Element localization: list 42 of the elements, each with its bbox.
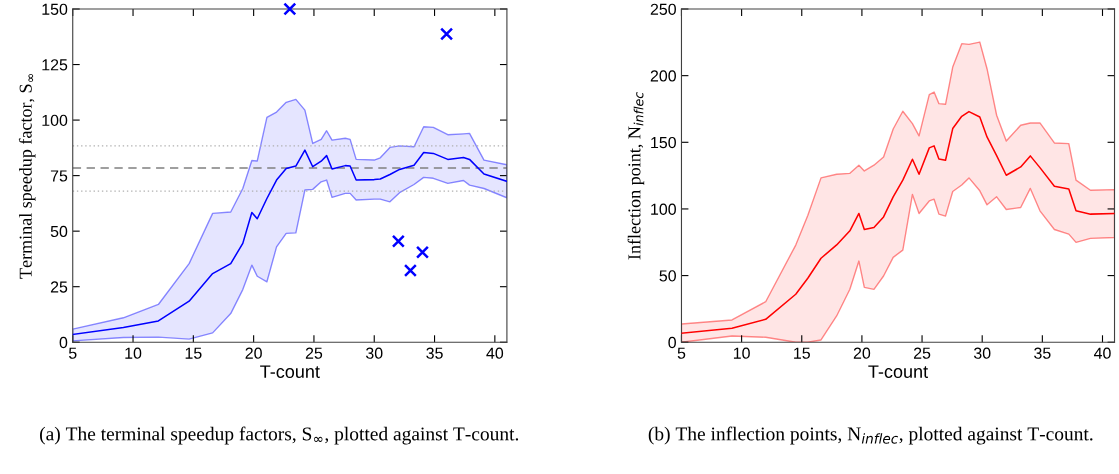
point bbox=[403, 263, 418, 278]
text: (b) The inflection points, N$_{inflec}$, plotted against T-count. bbox=[648, 426, 1093, 445]
x-axis-title: T-count bbox=[868, 365, 928, 379]
point bbox=[439, 27, 454, 41]
x-tick-label: 35 bbox=[1034, 347, 1051, 359]
x-tick-label: 30 bbox=[973, 347, 991, 359]
y-tick-label: 50 bbox=[50, 225, 68, 238]
x-tick-label: 40 bbox=[1093, 347, 1111, 359]
y-tick-label: 25 bbox=[50, 281, 68, 293]
y-tick-label: 150 bbox=[651, 136, 676, 149]
line-series bbox=[72, 149, 507, 336]
y-tick-label: 50 bbox=[659, 270, 676, 282]
y-tick-label: 0 bbox=[668, 336, 676, 349]
x-tick-label: 25 bbox=[913, 347, 931, 359]
point bbox=[391, 234, 405, 248]
x-tick-label: 25 bbox=[305, 347, 323, 359]
x-tick-label: 5 bbox=[677, 347, 686, 359]
y-tick-label: 200 bbox=[650, 70, 676, 82]
x-tick-label: 20 bbox=[245, 347, 262, 359]
y-tick-label: 125 bbox=[42, 59, 68, 71]
y-tick-label: 250 bbox=[650, 3, 676, 15]
x-tick-label: 15 bbox=[794, 347, 810, 359]
x-tick-label: 20 bbox=[853, 347, 871, 359]
x-tick-label: 10 bbox=[125, 347, 142, 359]
x-tick-label: 40 bbox=[486, 347, 504, 359]
x-tick-label: 30 bbox=[365, 347, 383, 359]
y-tick-label: 100 bbox=[42, 114, 68, 127]
text: (a) The terminal speedup factors, S$_{∞}$, plotted against T-count. bbox=[40, 426, 519, 445]
x-tick-label: 5 bbox=[68, 347, 77, 359]
point bbox=[283, 2, 297, 16]
y-tick-label: 75 bbox=[50, 170, 68, 182]
y-axis-title: Inflection point, N$_{inflec}$ bbox=[627, 91, 645, 260]
y-tick-label: 0 bbox=[59, 336, 68, 349]
point bbox=[415, 245, 430, 259]
y-axis-title: Terminal speedup factor, S$_{∞}$ bbox=[18, 74, 36, 279]
y-tick-label: 100 bbox=[651, 203, 676, 215]
x-tick-label: 15 bbox=[185, 347, 202, 359]
y-tick-label: 150 bbox=[42, 3, 68, 15]
x-tick-label: 10 bbox=[733, 347, 750, 359]
line-series bbox=[681, 110, 1115, 335]
x-axis-title: T-count bbox=[260, 365, 320, 379]
x-tick-label: 35 bbox=[426, 347, 443, 359]
